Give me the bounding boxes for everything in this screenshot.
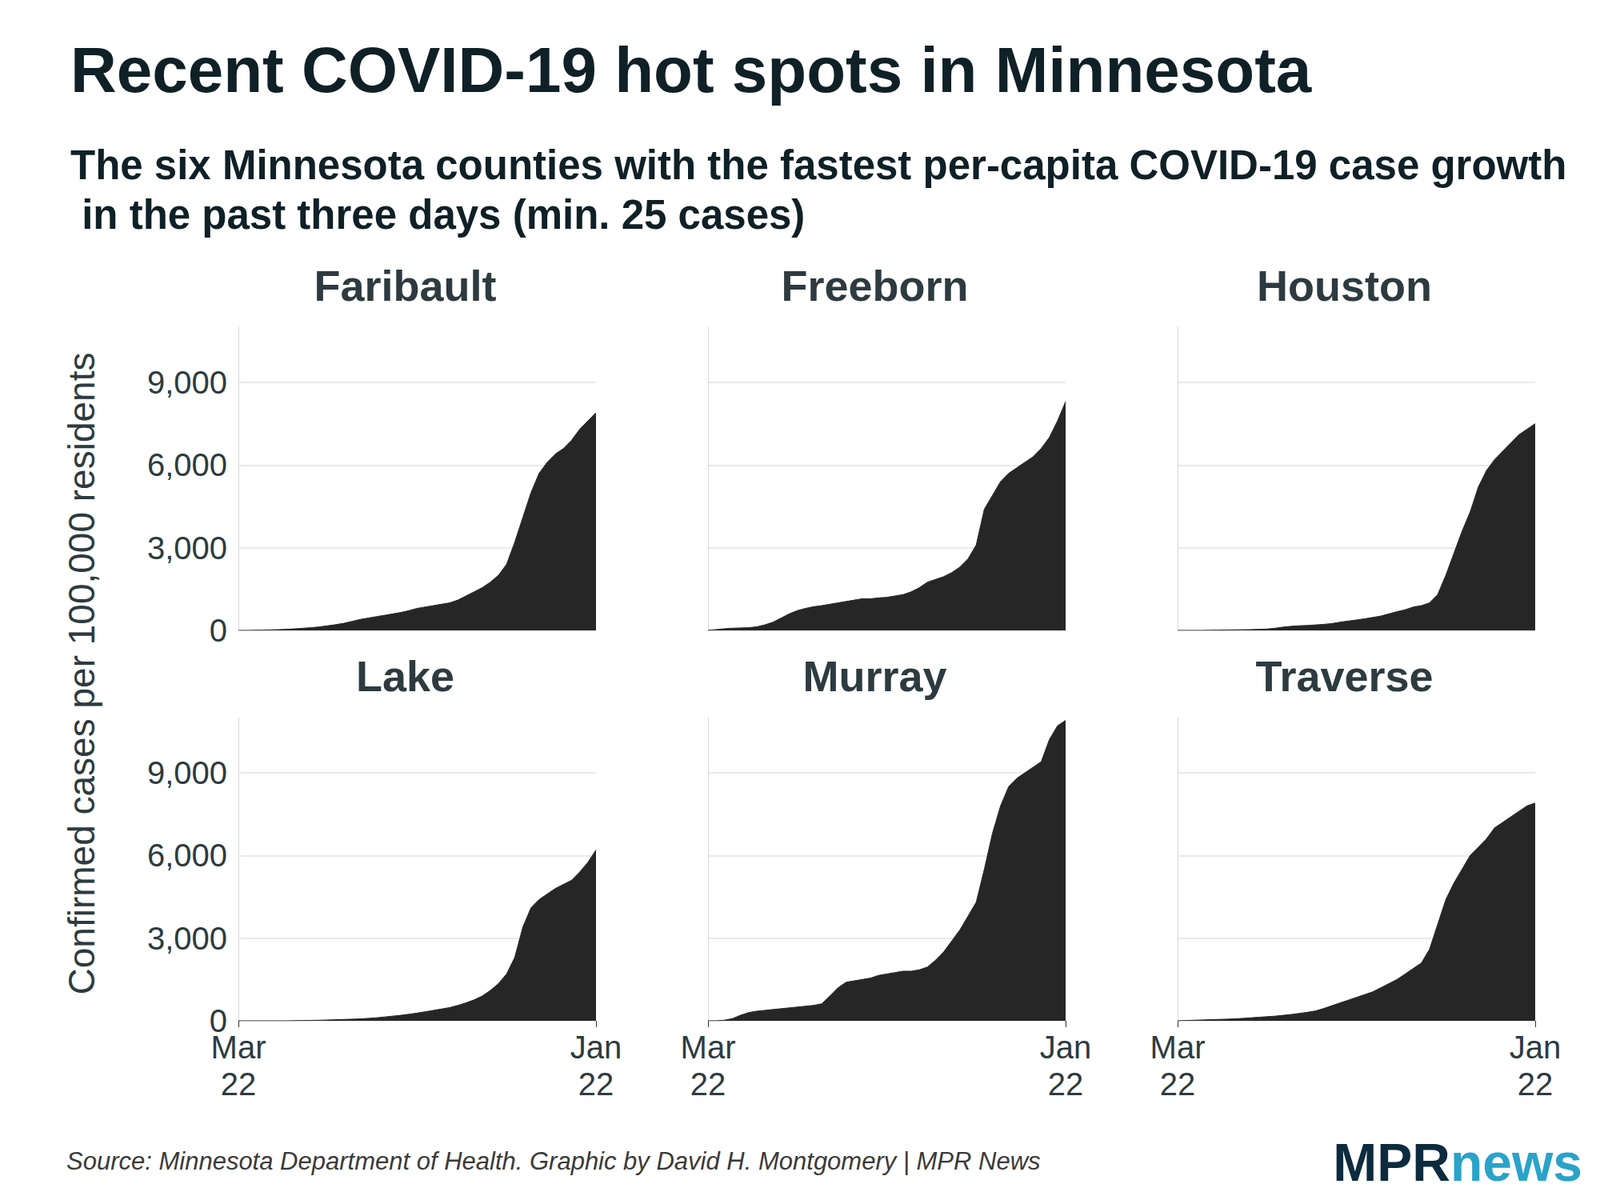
svg-text:in the past three days (min. 2: in the past three days (min. 25 cases)	[70, 192, 805, 238]
svg-text:22: 22	[690, 1066, 727, 1102]
svg-text:22: 22	[578, 1066, 615, 1102]
svg-text:The six Minnesota counties wit: The six Minnesota counties with the fast…	[70, 142, 1567, 188]
svg-text:0: 0	[209, 612, 228, 648]
svg-text:3,000: 3,000	[147, 920, 228, 956]
svg-text:Jan: Jan	[1509, 1029, 1562, 1065]
svg-text:Faribault: Faribault	[313, 261, 496, 310]
svg-text:6,000: 6,000	[147, 447, 228, 483]
svg-text:Jan: Jan	[1040, 1029, 1092, 1065]
svg-text:news: news	[1450, 1132, 1583, 1192]
svg-text:9,000: 9,000	[147, 755, 228, 791]
svg-text:22: 22	[1517, 1066, 1554, 1102]
svg-text:Lake: Lake	[356, 652, 455, 700]
svg-text:Mar: Mar	[680, 1029, 736, 1065]
svg-text:Mar: Mar	[1150, 1029, 1206, 1065]
svg-text:Freeborn: Freeborn	[780, 261, 968, 310]
svg-text:Jan: Jan	[570, 1029, 623, 1065]
svg-text:3,000: 3,000	[147, 530, 228, 566]
svg-text:Houston: Houston	[1256, 261, 1432, 310]
svg-text:Confirmed cases per 100,000 re: Confirmed cases per 100,000 residents	[60, 352, 103, 996]
svg-text:9,000: 9,000	[147, 364, 228, 400]
svg-text:Source: Minnesota Department o: Source: Minnesota Department of Health. …	[66, 1147, 1041, 1176]
svg-text:MPR: MPR	[1332, 1132, 1451, 1192]
svg-text:22: 22	[1048, 1066, 1084, 1102]
svg-text:0: 0	[209, 1003, 228, 1039]
svg-text:22: 22	[220, 1066, 257, 1102]
svg-text:Murray: Murray	[802, 652, 947, 700]
svg-text:22: 22	[1160, 1066, 1196, 1102]
svg-text:Mar: Mar	[211, 1029, 267, 1065]
svg-text:6,000: 6,000	[147, 837, 228, 873]
svg-text:Recent COVID-19 hot spots in M: Recent COVID-19 hot spots in Minnesota	[70, 34, 1312, 106]
svg-text:Traverse: Traverse	[1255, 652, 1433, 700]
